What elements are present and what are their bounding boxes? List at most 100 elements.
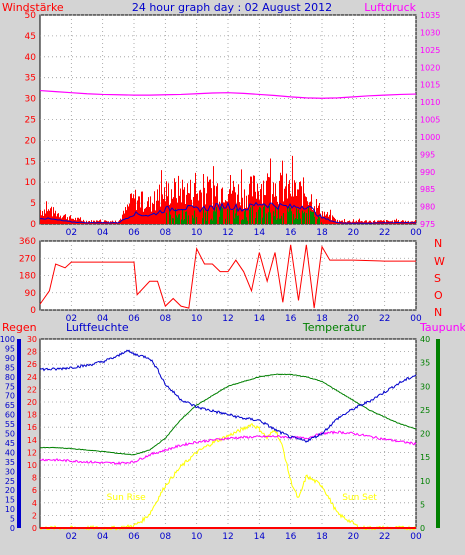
- humidity-tick-label: 30: [27, 335, 37, 344]
- data-series: [39, 89, 417, 532]
- compass-label: N: [434, 237, 442, 250]
- humidity-tick-label: 6: [32, 486, 37, 495]
- time-tick-label: 00: [410, 228, 422, 238]
- humidity-tick-label: 20: [27, 398, 37, 407]
- time-tick-label: 00: [410, 314, 422, 324]
- rain-tick-label: 70: [5, 392, 15, 401]
- wind-axis-title: Windstärke: [2, 1, 64, 14]
- temperature-tick-label: 25: [420, 406, 430, 415]
- rain-tick-label: 60: [5, 411, 15, 420]
- time-tick-label: 08: [160, 532, 172, 542]
- humidity-tick-label: 24: [27, 373, 37, 382]
- rain-tick-label: 30: [5, 467, 15, 476]
- rain-tick-label: 95: [5, 344, 15, 353]
- time-tick-label: 14: [254, 532, 266, 542]
- humidity-line: [39, 349, 417, 443]
- direction-tick-label: 360: [19, 237, 36, 247]
- humidity-tick-label: 14: [27, 436, 37, 445]
- time-tick-label: 14: [254, 228, 266, 238]
- time-tick-label: 04: [97, 532, 109, 542]
- time-tick-label: 06: [128, 314, 140, 324]
- rain-tick-label: 90: [5, 354, 15, 363]
- temperature-line: [39, 373, 417, 456]
- time-tick-label: 20: [348, 532, 360, 542]
- time-tick-label: 02: [66, 314, 77, 324]
- rain-tick-label: 80: [5, 373, 15, 382]
- time-tick-label: 16: [285, 314, 297, 324]
- time-tick-label: 02: [66, 532, 77, 542]
- rain-tick-label: 20: [5, 486, 15, 495]
- rain-tick-label: 100: [0, 335, 15, 344]
- time-tick-label: 16: [285, 228, 297, 238]
- temperature-tick-label: 30: [420, 382, 430, 391]
- direction-tick-label: 270: [19, 254, 36, 264]
- temperature-tick-label: 40: [420, 335, 430, 344]
- rain-tick-label: 10: [5, 505, 15, 514]
- humidity-tick-label: 8: [32, 474, 37, 483]
- direction-tick-label: 0: [30, 306, 36, 316]
- wind-tick-label: 30: [25, 95, 37, 105]
- pressure-tick-label: 1030: [420, 28, 440, 37]
- sun-set-label: Sun Set: [342, 493, 377, 503]
- time-tick-label: 14: [254, 314, 266, 324]
- time-tick-label: 02: [66, 228, 77, 238]
- pressure-tick-label: 995: [420, 150, 435, 159]
- humidity-tick-label: 28: [27, 348, 37, 357]
- humidity-tick-label: 2: [32, 511, 37, 520]
- direction-tick-label: 180: [19, 272, 36, 282]
- chart-title: 24 hour graph day : 02 August 2012: [132, 1, 332, 14]
- wind-tick-label: 35: [25, 74, 36, 84]
- time-tick-label: 12: [222, 532, 233, 542]
- humidity-tick-label: 16: [27, 423, 37, 432]
- time-tick-label: 00: [410, 532, 422, 542]
- direction-line: [39, 244, 416, 309]
- rain-tick-label: 65: [5, 401, 15, 410]
- pressure-tick-label: 1035: [420, 11, 440, 20]
- temperature-tick-label: 20: [420, 430, 430, 439]
- time-tick-label: 10: [191, 228, 203, 238]
- rain-tick-label: 50: [5, 430, 15, 439]
- pressure-tick-label: 1010: [420, 98, 440, 107]
- compass-label: S: [434, 272, 441, 285]
- wind-tick-label: 40: [25, 53, 37, 63]
- temperature-tick-label: 0: [420, 524, 425, 533]
- time-tick-label: 10: [191, 532, 203, 542]
- humidity-tick-label: 4: [32, 499, 37, 508]
- rain-axis-title: Regen: [2, 321, 37, 334]
- pressure-tick-label: 1015: [420, 81, 440, 90]
- time-tick-label: 22: [379, 314, 390, 324]
- pressure-line: [39, 89, 417, 99]
- time-tick-label: 20: [348, 314, 360, 324]
- pressure-tick-label: 980: [420, 203, 435, 212]
- rain-tick-label: 25: [5, 477, 15, 486]
- compass-label: W: [434, 255, 445, 268]
- wind-avg-bars: [166, 205, 322, 224]
- rain-tick-label: 85: [5, 363, 15, 372]
- temperature-axis-bar: [436, 339, 440, 528]
- pressure-axis-title: Luftdruck: [364, 1, 416, 14]
- temperature-tick-label: 10: [420, 477, 430, 486]
- pressure-tick-label: 1025: [420, 46, 440, 55]
- rain-tick-label: 75: [5, 382, 15, 391]
- rain-tick-label: 45: [5, 439, 15, 448]
- compass-label: O: [434, 289, 443, 302]
- dewpoint-axis-title: Taupunkt: [419, 321, 465, 334]
- compass-label: N: [434, 306, 442, 319]
- humidity-tick-label: 18: [27, 411, 37, 420]
- temperature-tick-label: 35: [420, 359, 430, 368]
- time-tick-label: 08: [160, 228, 172, 238]
- humidity-tick-label: 0: [32, 524, 37, 533]
- time-tick-label: 06: [128, 228, 140, 238]
- wind-avg-line: [39, 201, 417, 224]
- pressure-tick-label: 1000: [420, 133, 440, 142]
- pressure-tick-label: 1005: [420, 116, 440, 125]
- wind-tick-label: 45: [25, 32, 36, 42]
- pressure-tick-label: 985: [420, 185, 435, 194]
- pressure-tick-label: 990: [420, 168, 435, 177]
- time-tick-label: 08: [160, 314, 172, 324]
- time-tick-label: 22: [379, 228, 390, 238]
- time-tick-label: 12: [222, 314, 233, 324]
- rain-axis-bar: [17, 339, 21, 528]
- time-tick-label: 16: [285, 532, 297, 542]
